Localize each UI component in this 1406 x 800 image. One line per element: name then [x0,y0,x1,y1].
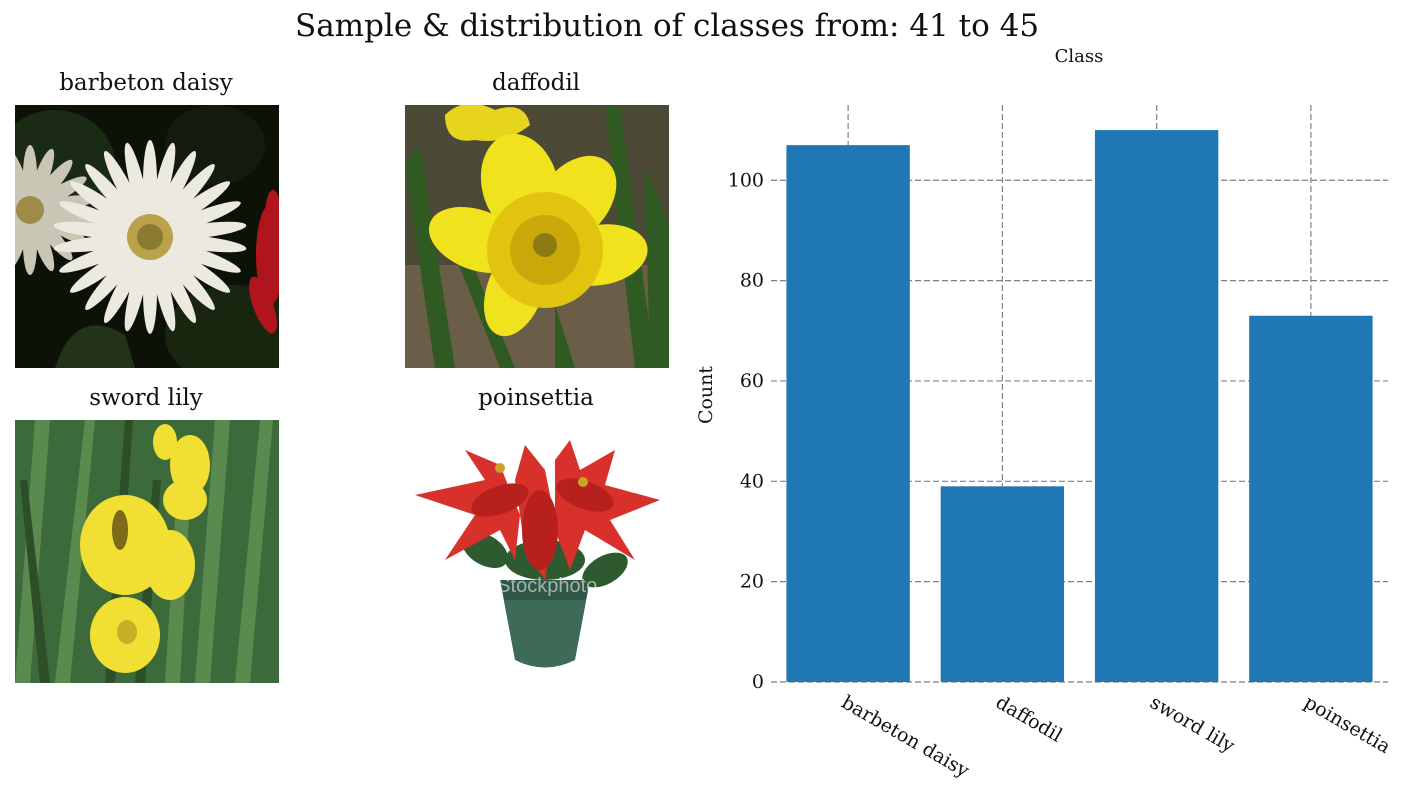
x-tick-label: barbeton daisy [838,691,973,782]
daffodil-image [405,105,669,368]
bar-sword-lily [1094,130,1219,682]
x-tick-label: sword lily [1146,691,1238,757]
sample-title-3: sword lily [89,385,203,411]
poinsettia-image: iStockphoto [405,420,669,683]
barbeton-daisy-image [15,105,279,368]
x-tick-label: poinsettia [1300,691,1394,758]
sample-title-1: barbeton daisy [59,70,233,96]
bar-barbeton-daisy [786,145,910,682]
bar-daffodil [940,486,1065,682]
sample-title-4: poinsettia [478,385,594,411]
figure-title: Sample & distribution of classes from: 4… [294,8,1040,44]
bar-poinsettia [1249,315,1373,682]
y-tick-label: 0 [752,671,764,693]
sword-lily-image [15,420,279,683]
y-tick-label: 100 [728,169,764,191]
y-tick-label: 20 [740,571,764,593]
watermark-text: iStockphoto [493,575,598,597]
sample-title-2: daffodil [491,70,581,96]
y-tick-label: 60 [740,370,764,392]
y-tick-label: 40 [740,470,764,492]
x-tick-label: daffodil [992,691,1066,746]
chart-title: Class [1055,46,1104,67]
y-tick-label: 80 [740,270,764,292]
y-axis-label: Count [695,366,717,424]
